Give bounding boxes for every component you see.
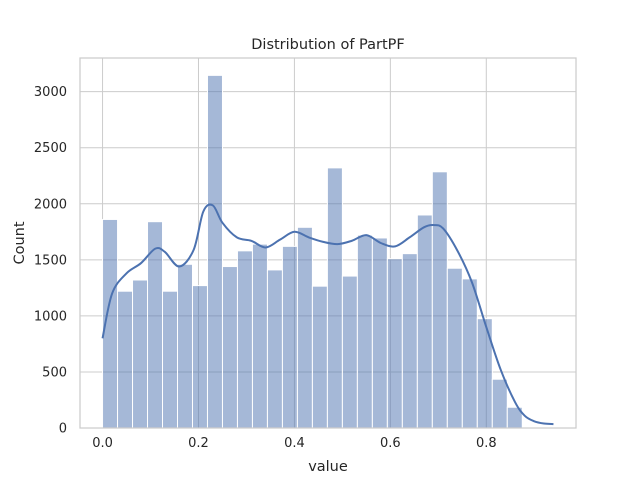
histogram-bar-26 <box>491 378 508 429</box>
y-tick-labels: 0 500 1000 1500 2000 2500 3000 <box>34 85 67 436</box>
x-tick-label-3: 0.6 <box>380 436 401 451</box>
histogram-bar-12 <box>281 245 298 429</box>
histogram-bar-21 <box>416 214 433 429</box>
y-tick-label-5: 2500 <box>34 141 67 156</box>
histogram-bar-20 <box>401 253 418 429</box>
histogram-bar-7 <box>206 74 223 429</box>
histogram-bar-4 <box>162 290 178 429</box>
histogram-bar-13 <box>296 226 313 429</box>
histogram-bar-15 <box>326 167 343 429</box>
histogram-bar-17 <box>356 234 373 429</box>
histogram-bar-23 <box>446 267 463 429</box>
y-tick-label-6: 3000 <box>34 85 67 100</box>
histogram-bar-18 <box>371 237 388 429</box>
histogram-bar-16 <box>341 275 358 429</box>
x-tick-label-1: 0.2 <box>188 436 209 451</box>
x-tick-label-2: 0.4 <box>284 436 305 451</box>
x-tick-label-4: 0.8 <box>476 436 497 451</box>
histogram-bar-25 <box>476 318 493 429</box>
x-tick-labels: 0.0 0.2 0.4 0.6 0.8 <box>92 436 496 451</box>
histogram-bar-6 <box>191 285 208 429</box>
histogram-bar-22 <box>431 171 448 429</box>
plot-frame <box>79 57 577 429</box>
x-tick-label-0: 0.0 <box>92 436 113 451</box>
y-axis-label: Count <box>12 221 28 264</box>
histogram-bar-10 <box>251 243 268 429</box>
histogram-bar-14 <box>311 285 328 429</box>
histogram-bar-1 <box>117 290 134 429</box>
kde-curve <box>101 203 554 426</box>
y-tick-label-3: 1500 <box>34 253 67 268</box>
histogram-bar-24 <box>461 278 478 429</box>
y-tick-label-1: 500 <box>42 365 67 380</box>
histogram-bar-2 <box>132 279 149 429</box>
x-axis-label: value <box>308 459 348 475</box>
histogram-bar-5 <box>176 263 193 429</box>
histogram-bar-8 <box>221 266 238 429</box>
y-tick-label-0: 0 <box>59 422 67 437</box>
y-tick-label-2: 1000 <box>34 309 67 324</box>
histogram-bar-19 <box>386 258 403 429</box>
histogram-bar-9 <box>236 250 253 429</box>
kde-curve-group <box>101 203 554 426</box>
y-tick-label-4: 2000 <box>34 197 67 212</box>
histogram-bar-11 <box>266 269 283 429</box>
chart-title: Distribution of PartPF <box>251 37 405 53</box>
